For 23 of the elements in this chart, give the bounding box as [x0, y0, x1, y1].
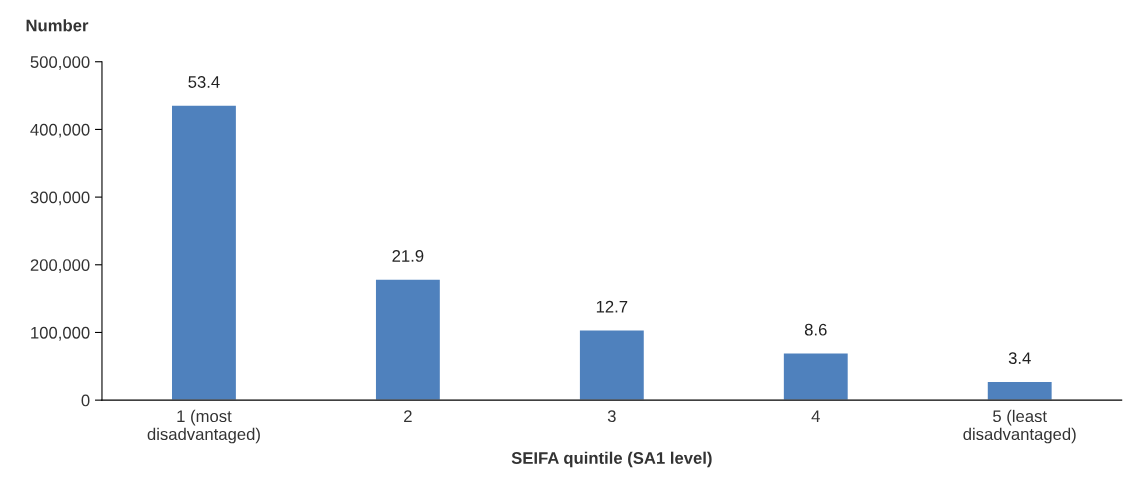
- x-tick-label: 5 (least disadvantaged): [963, 409, 1076, 444]
- annotation: 53.4: [188, 76, 220, 88]
- x-axis-title: SEIFA quintile (SA1 level): [511, 451, 712, 468]
- bar: [374, 278, 442, 401]
- annotation: 3.4: [1008, 352, 1031, 365]
- y-tick-label: 500,000: [30, 56, 90, 70]
- x-tick-label: 4: [811, 410, 820, 422]
- bar: [170, 104, 238, 401]
- y-tick-label: 0: [81, 394, 90, 407]
- y-tick-label: 300,000: [30, 191, 90, 206]
- y-tick-label: 200,000: [30, 259, 90, 273]
- x-tick-label: 2: [404, 410, 412, 422]
- y-tick-label: 400,000: [30, 123, 90, 138]
- bar: [986, 380, 1054, 401]
- annotation: 8.6: [804, 323, 827, 336]
- x-tick-label: 3: [607, 410, 616, 423]
- y-tick-label: 100,000: [31, 326, 90, 341]
- bar: [782, 352, 850, 401]
- y-axis-title: Number: [26, 19, 89, 32]
- x-tick-label: 1 (most disadvantaged): [147, 409, 260, 444]
- annotation: 21.9: [392, 250, 424, 262]
- bar: [578, 329, 646, 401]
- annotation: 12.7: [596, 300, 628, 313]
